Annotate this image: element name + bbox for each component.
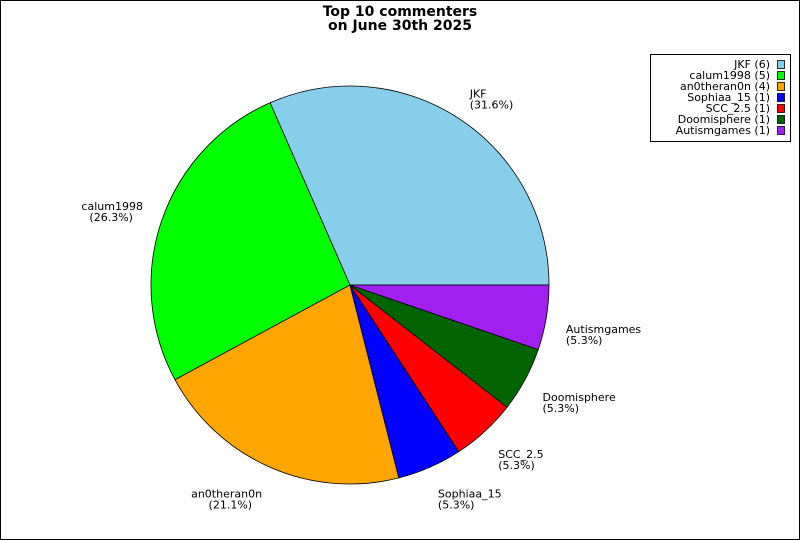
legend-label: JKF (6) (733, 58, 770, 71)
legend-swatch (777, 104, 785, 113)
slice-label: Autismgames (566, 323, 642, 336)
slice-label: calum1998 (81, 200, 143, 213)
pie-slice (349, 284, 550, 351)
slice-label: Sophiaa_15 (438, 487, 502, 500)
legend-swatch (777, 126, 785, 135)
slice-percent: (5.3%) (498, 459, 535, 472)
legend-swatch (777, 82, 785, 91)
legend-swatch (777, 93, 785, 102)
chart-title: on June 30th 2025 (328, 18, 472, 34)
pie-slice (174, 284, 400, 485)
legend-label: Sophiaa_15 (1) (687, 91, 770, 104)
legend-label: an0theran0n (4) (680, 80, 770, 93)
legend-label: Doomisphere (1) (678, 113, 770, 126)
legend-label: calum1998 (5) (689, 69, 770, 82)
slice-percent: (26.3%) (89, 211, 133, 224)
slice-percent: (21.1%) (209, 498, 253, 511)
chart-title: Top 10 commenters (323, 4, 478, 20)
pie-slice (269, 85, 550, 286)
pie-slice (150, 102, 351, 381)
legend-swatch (777, 60, 785, 69)
slice-label: an0theran0n (191, 487, 262, 500)
legend-swatch (777, 115, 785, 124)
legend-label: Autismgames (1) (676, 124, 770, 137)
legend-swatch (777, 71, 785, 80)
slice-percent: (5.3%) (438, 498, 475, 511)
slice-percent: (31.6%) (470, 99, 514, 112)
slice-label: SCC_2.5 (498, 448, 543, 461)
legend-box (650, 54, 791, 142)
legend-label: SCC_2.5 (1) (706, 102, 770, 115)
slice-label: JKF (469, 88, 487, 101)
slice-percent: (5.3%) (543, 402, 580, 415)
slice-label: Doomisphere (543, 391, 616, 404)
slice-percent: (5.3%) (566, 334, 603, 347)
